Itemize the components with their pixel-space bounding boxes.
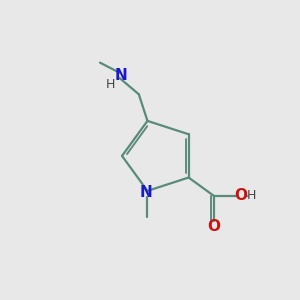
Text: H: H bbox=[106, 78, 116, 91]
Text: O: O bbox=[235, 188, 248, 202]
Text: O: O bbox=[207, 218, 220, 233]
Text: H: H bbox=[246, 189, 256, 202]
Text: N: N bbox=[115, 68, 128, 83]
Text: N: N bbox=[140, 185, 152, 200]
